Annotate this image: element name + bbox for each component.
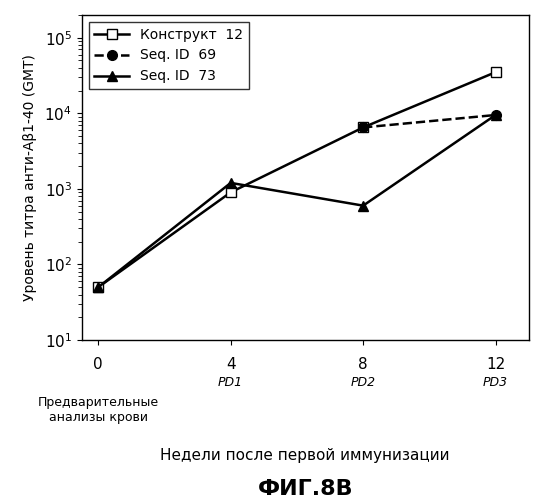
Text: Недели после первой иммунизации: Недели после первой иммунизации — [160, 448, 450, 464]
Text: PD2: PD2 — [350, 376, 376, 389]
Text: PD3: PD3 — [483, 376, 508, 389]
Seq. ID  73 — [95, 284, 101, 290]
Seq. ID  69 — [492, 112, 499, 118]
Seq. ID  73 — [360, 202, 366, 208]
Seq. ID  73 — [492, 112, 499, 118]
Seq. ID  69 — [360, 124, 366, 130]
Line: Конструкт  12: Конструкт 12 — [93, 68, 500, 292]
Line: Seq. ID  73: Seq. ID 73 — [93, 110, 500, 292]
Legend: Конструкт  12, Seq. ID  69, Seq. ID  73: Конструкт 12, Seq. ID 69, Seq. ID 73 — [89, 22, 249, 89]
Text: 8: 8 — [358, 356, 368, 372]
Text: PD1: PD1 — [218, 376, 243, 389]
Text: ФИГ.8В: ФИГ.8В — [257, 479, 353, 499]
Y-axis label: Уровень титра анти-Аβ1-40 (GMT): Уровень титра анти-Аβ1-40 (GMT) — [23, 54, 38, 301]
Конструкт  12 — [360, 124, 366, 130]
Text: Предварительные
анализы крови: Предварительные анализы крови — [38, 396, 159, 423]
Seq. ID  73 — [227, 180, 234, 186]
Line: Seq. ID  69: Seq. ID 69 — [358, 110, 500, 132]
Text: 12: 12 — [486, 356, 505, 372]
Text: 0: 0 — [94, 356, 103, 372]
Конструкт  12 — [95, 284, 101, 290]
Конструкт  12 — [492, 69, 499, 75]
Text: 4: 4 — [226, 356, 235, 372]
Конструкт  12 — [227, 190, 234, 196]
